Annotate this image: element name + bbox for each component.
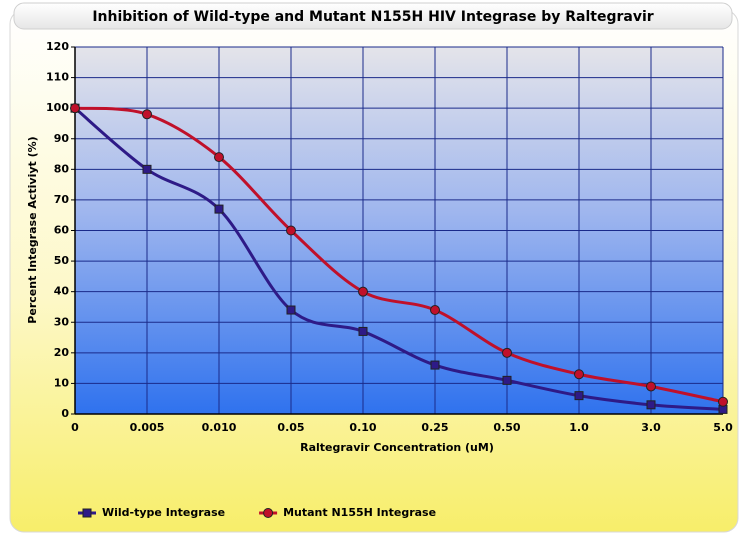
title-bar: [13, 2, 733, 30]
y-axis-title: Percent Integrase Activiyt (%): [26, 136, 39, 323]
x-tick-label: 0.10: [349, 421, 376, 434]
y-tick-label: 50: [54, 254, 70, 267]
x-axis-title: Raltegravir Concentration (uM): [300, 441, 494, 454]
y-tick-label: 100: [46, 101, 69, 114]
legend-label: Wild-type Integrase: [102, 506, 225, 519]
point: [142, 164, 152, 174]
point: [430, 305, 440, 316]
x-tick-label: 0.05: [277, 421, 304, 434]
x-tick-label: 0: [71, 421, 79, 434]
y-tick-label: 110: [46, 71, 69, 84]
line: [74, 106, 724, 404]
point: [718, 396, 728, 407]
point: [646, 381, 656, 392]
x-tick-label: 1.0: [569, 421, 589, 434]
x-tick-label: 5.0: [713, 421, 733, 434]
y-tick-label: 90: [54, 132, 70, 145]
y-tick-label: 0: [61, 407, 69, 420]
y-tick-label: 40: [54, 285, 70, 298]
x-tick-label: 0.005: [130, 421, 165, 434]
y-tick-label: 60: [54, 224, 70, 237]
point: [286, 305, 296, 315]
y-tick-label: 10: [54, 376, 70, 389]
point: [214, 204, 224, 214]
line: [74, 107, 724, 411]
x-tick-label: 0.010: [202, 421, 237, 434]
legend-marker: [82, 508, 92, 518]
x-tick-label: 0.50: [493, 421, 520, 434]
point: [142, 109, 152, 120]
point: [286, 225, 296, 236]
point: [358, 326, 368, 336]
x-tick-label: 3.0: [641, 421, 661, 434]
point: [574, 369, 584, 380]
point: [358, 286, 368, 297]
y-tick-label: 20: [54, 346, 70, 359]
y-tick-label: 30: [54, 315, 70, 328]
point: [502, 375, 512, 385]
point: [646, 400, 656, 410]
point: [502, 347, 512, 358]
point: [70, 103, 80, 114]
legend-marker: [263, 508, 274, 518]
point: [430, 360, 440, 370]
legend-label: Mutant N155H Integrase: [283, 506, 436, 519]
y-tick-label: 120: [46, 40, 69, 53]
y-tick-label: 70: [54, 193, 70, 206]
point: [574, 391, 584, 401]
x-tick-label: 0.25: [421, 421, 448, 434]
y-tick-label: 80: [54, 162, 70, 175]
point: [214, 152, 224, 163]
chart-title: Inhibition of Wild-type and Mutant N155H…: [92, 9, 653, 25]
